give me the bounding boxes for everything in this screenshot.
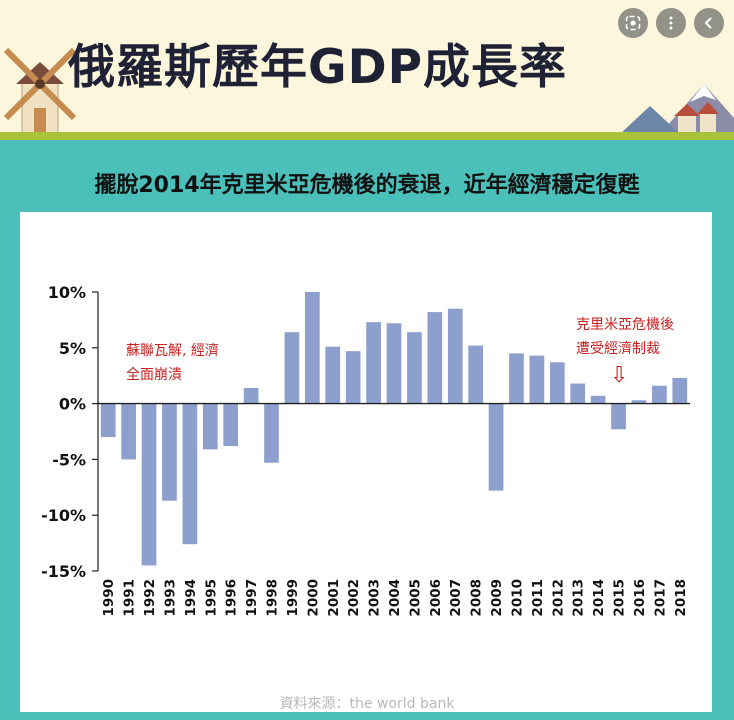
bar [488,403,504,491]
x-tick-label: 2003 [367,579,383,617]
bar [652,385,667,404]
crimea-annotation: 克里米亞危機後 遭受經濟制裁 [576,313,674,361]
bar [345,351,361,404]
x-tick-label: 2015 [612,579,628,617]
lens-icon[interactable] [618,8,648,38]
x-tick-label: 2018 [673,579,689,617]
bar [631,400,647,404]
bar [529,355,545,404]
chart-subtitle: 擺脫2014年克里米亞危機後的衰退，近年經濟穩定復甦 [94,173,640,198]
y-tick-label: -5% [52,450,86,469]
x-tick-label: 1991 [122,579,138,617]
x-tick-label: 2010 [509,579,525,617]
down-arrow-icon: ⇩ [610,363,629,388]
bar [386,323,402,404]
bar [264,403,279,463]
source-credit: 資料來源：the world bank [279,696,455,712]
bar [407,332,422,404]
bar [672,377,688,404]
x-tick-label: 1998 [265,579,281,617]
bar [468,345,484,404]
bar [223,403,239,447]
subtitle-band [0,140,734,210]
x-tick-label: 2002 [346,579,362,617]
annotation-line: 蘇聯瓦解, 經濟 [126,343,219,359]
scenery-decoration [3,47,734,135]
bar [162,403,177,501]
bar [366,322,381,404]
more-vert-icon[interactable] [656,8,686,38]
x-tick-label: 2014 [591,579,607,617]
bar [304,292,320,404]
bar [243,387,259,404]
bar [202,403,218,450]
mountains-icon [620,84,734,134]
bar [509,353,524,404]
header-banner: 俄羅斯歷年GDP成長率 [0,0,734,138]
bar [121,403,136,460]
x-tick-label: 1990 [101,579,117,617]
image-toolbar [618,8,724,38]
bar [549,362,565,404]
y-tick-label: 5% [59,339,86,358]
x-tick-label: 1992 [142,579,158,617]
x-tick-label: 1997 [244,579,260,617]
x-tick-label: 2001 [326,579,342,617]
grass-divider [0,132,734,140]
y-tick-label: 10% [48,283,86,302]
chevron-left-icon[interactable] [694,8,724,38]
y-tick-label: -15% [41,562,86,581]
x-tick-label: 2017 [652,579,668,617]
chart-panel [20,212,712,712]
bar [447,308,463,404]
bar [182,403,198,545]
x-tick-label: 2004 [387,579,403,617]
x-tick-label: 1994 [183,579,199,617]
bar [325,346,341,404]
x-tick-label: 1995 [203,579,219,617]
bar [611,403,626,430]
bar [427,312,443,404]
x-tick-label: 2005 [407,579,423,617]
x-tick-label: 2012 [550,579,566,617]
annotation-line: 克里米亞危機後 [576,317,674,333]
x-tick-label: 2008 [469,579,485,617]
annotation-line: 全面崩潰 [126,367,182,383]
y-tick-label: -10% [41,506,86,525]
x-tick-label: 1999 [285,579,301,617]
x-tick-label: 2011 [530,579,546,617]
x-tick-label: 2006 [428,579,444,617]
x-tick-label: 2000 [305,579,321,617]
page-title: 俄羅斯歷年GDP成長率 [68,40,568,95]
x-tick-label: 2016 [632,579,648,617]
x-tick-label: 2013 [571,579,587,617]
bar [590,395,606,404]
windmill-icon [3,47,77,135]
bar [141,403,157,566]
x-tick-label: 1996 [224,579,240,617]
bar [284,332,300,404]
x-tick-label: 2009 [489,579,505,617]
soviet-collapse-annotation: 蘇聯瓦解, 經濟 全面崩潰 [126,339,219,387]
annotation-line: 遭受經濟制裁 [576,341,660,357]
bar [570,383,586,404]
y-tick-label: 0% [59,395,86,414]
x-tick-label: 1993 [162,579,178,617]
x-tick-label: 2007 [448,579,464,617]
bar [100,403,116,438]
